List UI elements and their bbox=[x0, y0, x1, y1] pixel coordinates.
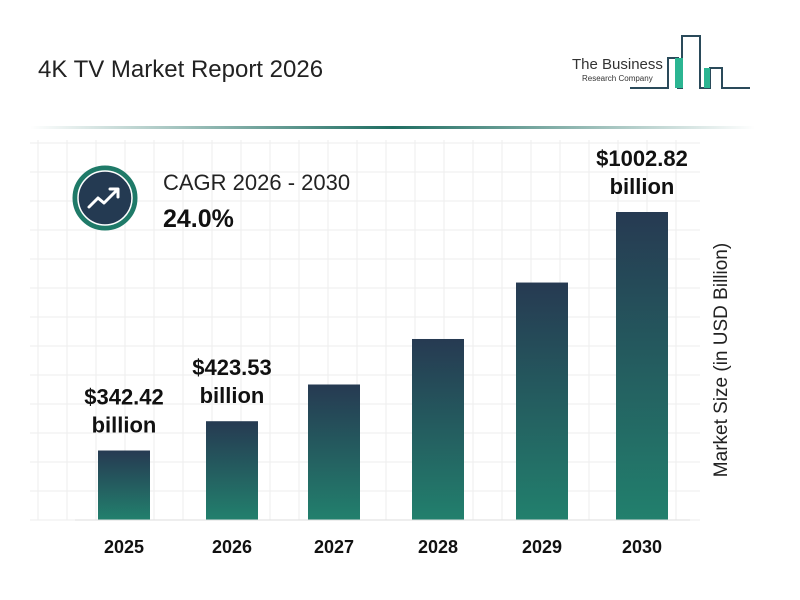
logo-text-line2: Research Company bbox=[582, 74, 653, 83]
bar-2028 bbox=[412, 338, 464, 520]
x-tick-label: 2025 bbox=[104, 537, 144, 557]
data-label-unit: billion bbox=[610, 174, 675, 199]
company-logo: The Business Research Company bbox=[570, 34, 755, 92]
x-tick-label: 2030 bbox=[622, 537, 662, 557]
data-label-value: $423.53 bbox=[192, 355, 272, 380]
bar-2030 bbox=[616, 212, 668, 520]
data-label-value: $342.42 bbox=[84, 385, 164, 410]
bar-2029 bbox=[516, 282, 568, 520]
logo-text-line1: The Business bbox=[572, 56, 663, 73]
cagr-label: CAGR 2026 - 2030 bbox=[163, 170, 351, 195]
x-tick-label: 2026 bbox=[212, 537, 252, 557]
x-tick-label: 2028 bbox=[418, 537, 458, 557]
data-label-value: $1002.82 bbox=[596, 146, 688, 171]
bar-2026 bbox=[206, 421, 258, 520]
x-tick-label: 2029 bbox=[522, 537, 562, 557]
x-tick-label: 2027 bbox=[314, 537, 354, 557]
bar-2027 bbox=[308, 384, 360, 520]
header-divider bbox=[30, 126, 755, 129]
bars bbox=[75, 212, 690, 521]
x-tick-labels: 2025 2026 2027 2028 2029 2030 bbox=[104, 537, 662, 557]
y-axis-label: Market Size (in USD Billion) bbox=[711, 242, 732, 478]
data-labels: $342.42 billion $423.53 billion $1002.82 bill… bbox=[84, 146, 688, 438]
trend-up-arrow-icon bbox=[72, 165, 138, 231]
page-title: 4K TV Market Report 2026 bbox=[38, 56, 324, 83]
bar-2025 bbox=[98, 450, 150, 520]
data-label-unit: billion bbox=[92, 413, 157, 438]
cagr-value: 24.0% bbox=[163, 205, 234, 233]
data-label-unit: billion bbox=[200, 383, 265, 408]
logo-buildings-icon bbox=[630, 35, 750, 89]
